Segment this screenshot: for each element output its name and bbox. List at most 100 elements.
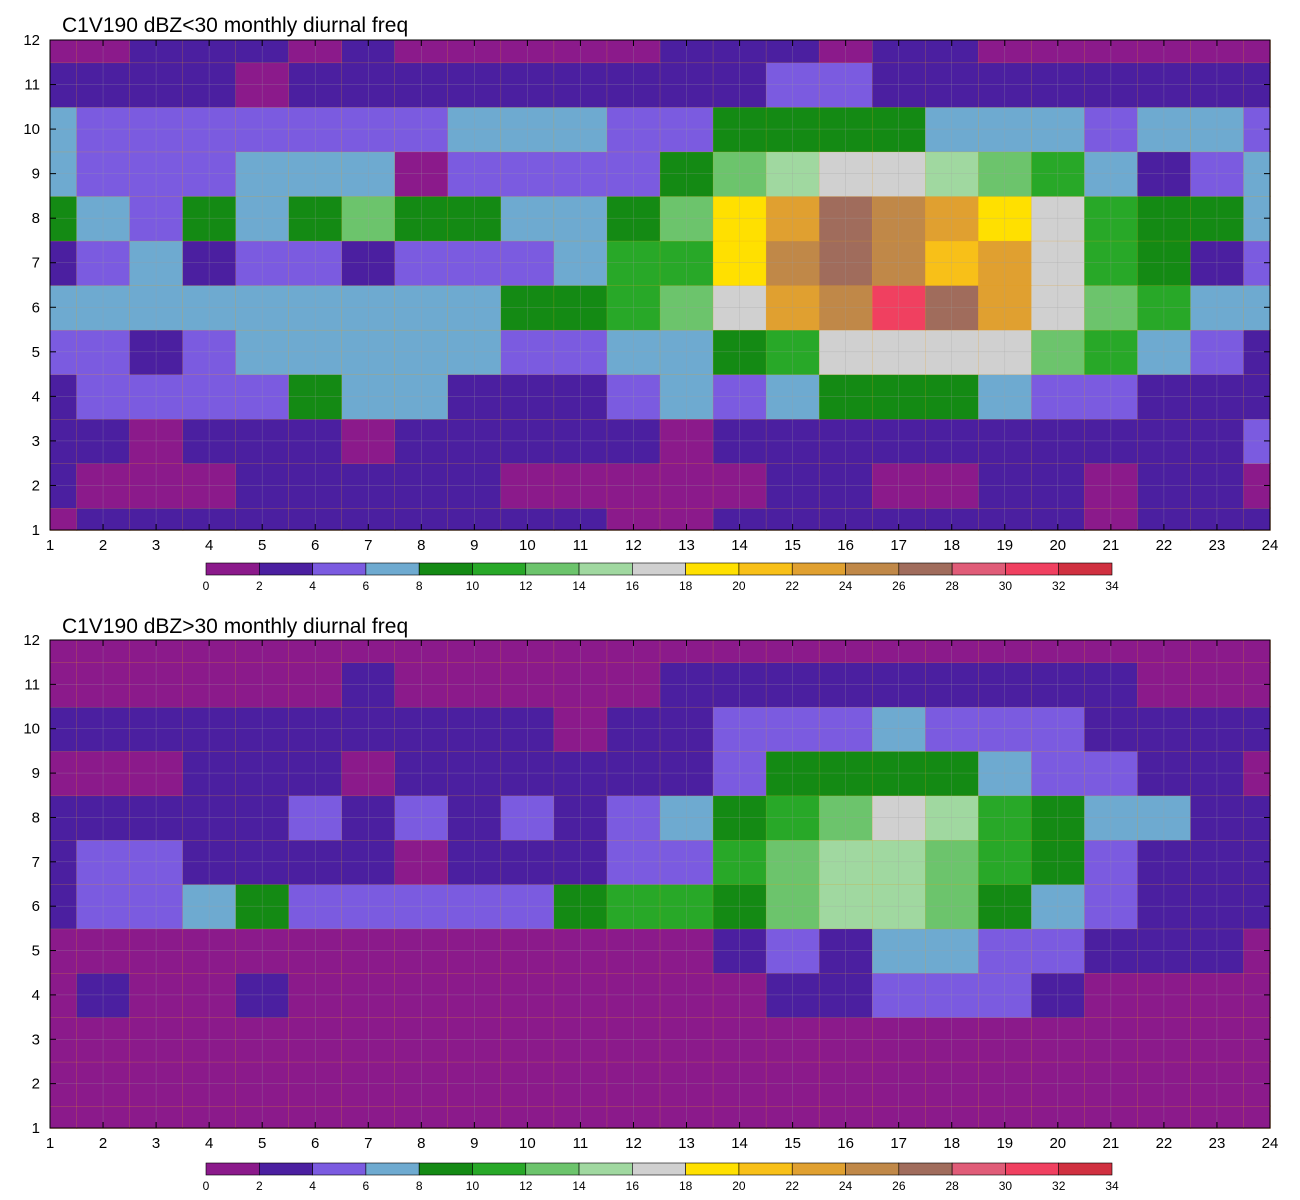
colorbar-2: 0 2 4 6 8 10 12 14 16 18 20 22 24 26 28 30 32 34 bbox=[203, 1162, 1119, 1193]
heatmap-cell bbox=[606, 972, 661, 1018]
heatmap-cell bbox=[765, 418, 820, 464]
heatmap-cell bbox=[818, 883, 873, 930]
colorbar-tick-label: 18 bbox=[679, 1179, 693, 1193]
heatmap-cell bbox=[235, 795, 290, 841]
heatmap-cell bbox=[288, 284, 343, 331]
heatmap-cell bbox=[500, 463, 555, 509]
heatmap-cell bbox=[1137, 662, 1192, 708]
heatmap-cell bbox=[712, 883, 767, 930]
heatmap-cell bbox=[871, 284, 926, 331]
heatmap-cell bbox=[1243, 1105, 1271, 1129]
heatmap-cell bbox=[659, 151, 714, 197]
x-tick-label: 16 bbox=[837, 1135, 854, 1152]
heatmap-cell bbox=[500, 662, 555, 708]
heatmap-cell bbox=[818, 106, 873, 153]
heatmap-cell bbox=[394, 463, 449, 509]
heatmap-cell bbox=[978, 928, 1033, 974]
heatmap-cell bbox=[712, 240, 767, 286]
heatmap-cell bbox=[978, 418, 1033, 464]
heatmap-cell bbox=[235, 928, 290, 974]
colorbar-tick-label: 20 bbox=[732, 1179, 746, 1193]
x-tick-label: 10 bbox=[519, 537, 536, 554]
heatmap-cell bbox=[288, 62, 343, 108]
x-tick-label: 19 bbox=[996, 537, 1013, 554]
heatmap-cell bbox=[765, 151, 820, 197]
heatmap-cell bbox=[978, 662, 1033, 708]
heatmap-cell bbox=[447, 795, 502, 841]
heatmap-cell bbox=[129, 151, 184, 197]
heatmap-cell bbox=[712, 418, 767, 464]
heatmap-cell bbox=[925, 62, 980, 108]
heatmap-cell bbox=[1031, 373, 1086, 420]
heatmap-cell bbox=[500, 883, 555, 930]
colorbar-swatch bbox=[578, 1162, 633, 1176]
heatmap-cell bbox=[1084, 1016, 1139, 1063]
colorbar-tick-label: 34 bbox=[1105, 579, 1119, 593]
heatmap-cell bbox=[1137, 151, 1192, 197]
heatmap-cell bbox=[394, 883, 449, 930]
heatmap-cell bbox=[925, 972, 980, 1018]
heatmap-cell bbox=[1031, 62, 1086, 108]
heatmap-cell bbox=[925, 418, 980, 464]
contour-fill bbox=[49, 39, 1271, 531]
heatmap-cell bbox=[871, 373, 926, 420]
colorbar-tick-label: 28 bbox=[945, 1179, 959, 1193]
heatmap-cell bbox=[288, 662, 343, 708]
colorbar-tick-label: 32 bbox=[1052, 1179, 1066, 1193]
heatmap-cell bbox=[235, 373, 290, 420]
x-tick-label: 15 bbox=[784, 537, 801, 554]
heatmap-cell bbox=[818, 1016, 873, 1063]
heatmap-cell bbox=[1190, 463, 1245, 509]
heatmap-cell bbox=[659, 106, 714, 153]
heatmap-cell bbox=[500, 750, 555, 797]
colorbar-swatch bbox=[472, 562, 527, 576]
colorbar-tick-label: 28 bbox=[945, 579, 959, 593]
heatmap-cell bbox=[765, 928, 820, 974]
heatmap-cell bbox=[1031, 972, 1086, 1018]
heatmap-cell bbox=[447, 662, 502, 708]
colorbar-swatch bbox=[845, 562, 900, 576]
heatmap-cell bbox=[1137, 373, 1192, 420]
heatmap-cell bbox=[712, 373, 767, 420]
heatmap-cell bbox=[712, 329, 767, 375]
heatmap-cell bbox=[765, 373, 820, 420]
heatmap-cell bbox=[129, 329, 184, 375]
heatmap-cell bbox=[553, 750, 608, 797]
heatmap-cell bbox=[978, 706, 1033, 752]
heatmap-cell bbox=[182, 284, 237, 331]
y-tick-label: 7 bbox=[32, 854, 40, 871]
heatmap-cell bbox=[1084, 463, 1139, 509]
colorbar-swatch bbox=[791, 1162, 846, 1176]
heatmap-cell bbox=[712, 151, 767, 197]
heatmap-cell bbox=[500, 928, 555, 974]
plot-area-1: 1 2 3 4 5 6 7 8 9 10 11 12 13 14 15 16 17 18 19 20 21 22 23 241… bbox=[23, 32, 1278, 554]
colorbar-swatch bbox=[1058, 1162, 1113, 1176]
heatmap-cell bbox=[447, 839, 502, 885]
heatmap-cell bbox=[606, 883, 661, 930]
heatmap-cell bbox=[1190, 839, 1245, 885]
heatmap-cell bbox=[394, 151, 449, 197]
x-tick-label: 3 bbox=[152, 537, 160, 554]
heatmap-cell bbox=[394, 373, 449, 420]
heatmap-cell bbox=[978, 883, 1033, 930]
heatmap-cell bbox=[500, 329, 555, 375]
colorbar-tick-label: 26 bbox=[892, 579, 906, 593]
x-tick-label: 8 bbox=[417, 537, 425, 554]
colorbar-tick-label: 4 bbox=[309, 579, 316, 593]
x-tick-label: 9 bbox=[470, 537, 478, 554]
heatmap-cell bbox=[76, 418, 131, 464]
heatmap-cell bbox=[553, 1061, 608, 1107]
heatmap-cell bbox=[765, 706, 820, 752]
y-tick-label: 10 bbox=[23, 121, 40, 138]
colorbar-tick-label: 14 bbox=[572, 1179, 586, 1193]
heatmap-cell bbox=[76, 329, 131, 375]
heatmap-cell bbox=[235, 883, 290, 930]
heatmap-cell bbox=[341, 750, 396, 797]
heatmap-cell bbox=[1031, 1016, 1086, 1063]
heatmap-cell bbox=[1031, 883, 1086, 930]
heatmap-cell bbox=[925, 662, 980, 708]
x-tick-label: 23 bbox=[1209, 1135, 1226, 1152]
heatmap-cell bbox=[394, 418, 449, 464]
heatmap-cell bbox=[978, 972, 1033, 1018]
x-tick-label: 2 bbox=[99, 1135, 107, 1152]
